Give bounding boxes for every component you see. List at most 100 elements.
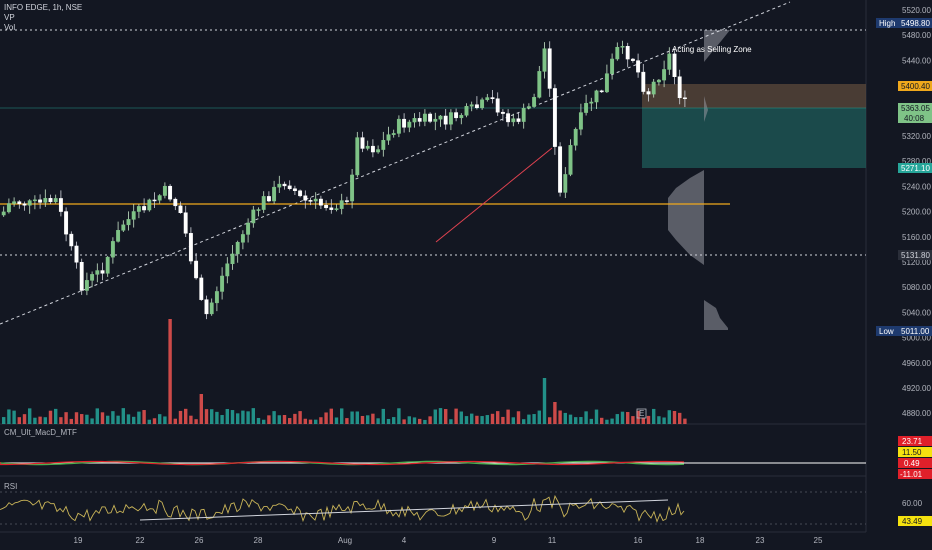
candle-body [168, 185, 173, 200]
time-axis[interactable]: 19 22 26 28 Aug 4 9 11 16 18 23 25 [74, 536, 823, 545]
candle-body [121, 224, 126, 231]
volume-bar [584, 411, 588, 424]
volume-bar [646, 415, 651, 424]
candle-body [454, 112, 459, 119]
candle-body [511, 118, 516, 123]
candle-body [1, 211, 6, 216]
volume-bar [490, 413, 495, 424]
volume-bar [574, 417, 578, 424]
volume-bar [657, 416, 661, 424]
svg-text:High: High [879, 19, 895, 28]
volume-bar [579, 417, 583, 424]
candle-body [147, 199, 152, 211]
volume-bar [392, 417, 396, 424]
candle-body [584, 103, 589, 113]
candle-body [334, 208, 339, 210]
volume-bar [522, 419, 526, 424]
volume-bar [147, 419, 151, 424]
candle-body [542, 48, 547, 72]
candle-body [79, 261, 84, 291]
candle-body [568, 145, 573, 175]
symbol-legend[interactable]: INFO EDGE, 1h, NSE VP Vol [4, 3, 82, 33]
candle-body [183, 212, 188, 234]
candle-body [537, 71, 542, 98]
candle-body [277, 183, 282, 188]
candle-body [126, 219, 131, 226]
svg-text:23.71: 23.71 [902, 437, 923, 446]
volume-bar [85, 414, 89, 424]
volume-bar [2, 417, 6, 424]
candle-body [313, 198, 318, 202]
volume-bar [173, 418, 177, 424]
volume-bar [28, 408, 32, 424]
svg-text:5011.00: 5011.00 [901, 327, 930, 336]
volume-bar [74, 412, 79, 424]
volume-bar [303, 418, 307, 424]
volume-bar [251, 408, 255, 424]
candlestick-series [1, 40, 687, 320]
volume-bar [12, 410, 16, 424]
symbol-title[interactable]: INFO EDGE, 1h, NSE [4, 3, 83, 12]
volume-bar [106, 415, 110, 424]
candle-body [209, 302, 214, 315]
candle-body [162, 185, 167, 196]
volume-bar [371, 413, 375, 424]
candle-body [136, 206, 141, 212]
candle-body [110, 241, 115, 258]
volume-bar [532, 414, 536, 424]
volume-bar [293, 413, 297, 424]
volume-bar [423, 419, 427, 424]
candle-body [188, 233, 193, 262]
candle-body [194, 260, 199, 279]
time-tick: 26 [195, 536, 204, 545]
rsi-line [0, 494, 685, 523]
event-icon[interactable]: E [636, 408, 647, 419]
volume-bar [678, 412, 682, 424]
time-tick: 16 [634, 536, 643, 545]
volume-bar [563, 412, 567, 424]
volume-bar [386, 418, 391, 424]
candle-body [615, 46, 620, 60]
volume-bar [95, 408, 99, 424]
volume-bar [59, 417, 63, 424]
time-tick: 28 [254, 536, 263, 545]
candle-body [558, 146, 563, 193]
volume-bar [548, 417, 552, 424]
price-tick: 5240.00 [902, 182, 931, 191]
volume-bar [194, 419, 198, 424]
rsi-value-tag: 43.49 [898, 516, 932, 526]
volume-bar [225, 409, 229, 424]
candle-body [651, 81, 656, 95]
price-axis[interactable]: 5520.005480.005440.005400.005360.005320.… [902, 6, 931, 418]
volume-bar [376, 418, 380, 424]
rsi-title[interactable]: RSI [4, 482, 18, 491]
volume-bar [407, 416, 411, 424]
volume-bar [350, 411, 354, 424]
volume-bar [402, 419, 406, 424]
vol-legend[interactable]: Vol [4, 23, 16, 32]
rising-trendline [0, 1, 791, 325]
volume-bar [215, 411, 219, 424]
candle-body [422, 113, 427, 122]
vp-legend[interactable]: VP [4, 13, 15, 22]
candle-body [480, 99, 485, 108]
candle-body [469, 104, 474, 107]
candle-body [142, 206, 147, 211]
candle-body [630, 58, 635, 61]
candle-body [225, 263, 230, 277]
volume-bar [480, 416, 484, 424]
candle-body [116, 230, 121, 242]
macd-value-tags: 23.71 11.50 0.49 -11.01 [898, 436, 932, 479]
svg-text:40:08: 40:08 [904, 114, 925, 123]
candle-body [64, 211, 69, 235]
macd-title[interactable]: CM_Ult_MacD_MTF [4, 428, 77, 437]
candle-body [95, 270, 100, 275]
volume-bar [126, 414, 131, 424]
time-tick: 25 [814, 536, 823, 545]
candle-body [22, 203, 27, 206]
candle-body [90, 274, 95, 281]
candle-body [402, 118, 407, 128]
volume-bar [262, 419, 266, 424]
candle-body [350, 174, 355, 202]
